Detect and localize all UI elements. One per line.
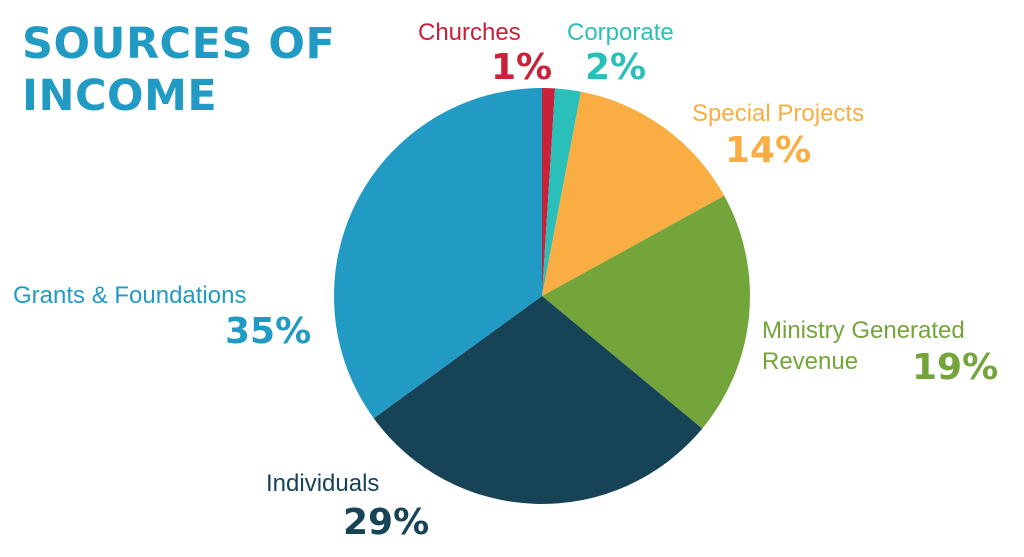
pie-slice-special-projects [542,91,725,297]
slice-percent-ministry: 19% [912,347,999,388]
pie-slice-ministry-generated-revenue [542,195,750,429]
slice-percent-churches: 1% [491,47,553,88]
chart-title: SOURCES OF INCOME [22,18,335,122]
chart-title-line-2: INCOME [22,71,218,121]
chart-title-line-1: SOURCES OF [22,19,336,69]
slice-percent-grants: 35% [225,311,312,352]
slice-label-ministry-line-1: Ministry Generated [762,317,965,344]
slice-label-grants: Grants & Foundations [13,282,247,309]
slice-percent-individuals: 29% [343,502,430,543]
pie-slice-corporate [542,88,581,296]
pie-slice-grants-foundations [333,88,542,419]
slice-label-ministry-line-2: Revenue [762,348,859,375]
slice-label-individuals: Individuals [266,470,380,497]
slice-label-churches: Churches [418,19,521,46]
slice-label-special-projects: Special Projects [692,100,865,127]
pie-slice-individuals [373,296,703,505]
pie-slice-churches [542,88,556,296]
slice-percent-corporate: 2% [585,47,647,88]
slice-label-corporate: Corporate [567,19,674,46]
slice-percent-special-projects: 14% [725,130,812,171]
